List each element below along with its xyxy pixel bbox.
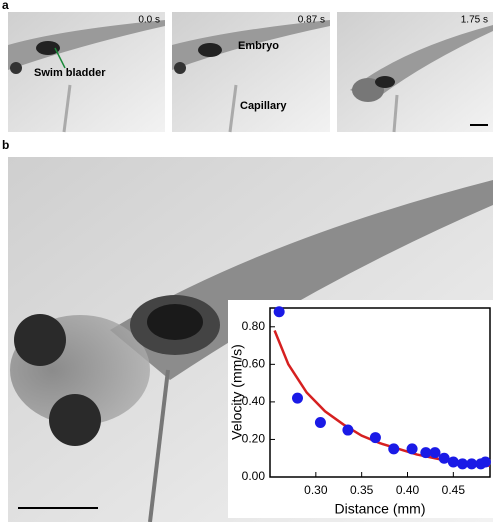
panel-label: a [2,0,9,12]
data-point [314,417,326,429]
data-point [292,392,303,404]
annotation: Capillary [240,100,287,112]
annotation: Embryo [238,40,279,52]
data-point [429,447,441,459]
y-axis-label: Velocity (mm/s) [229,344,245,440]
data-point [342,424,354,436]
y-tick-label: 0.40 [242,394,266,408]
data-point [457,458,468,470]
x-tick-label: 0.40 [396,483,420,497]
time-label: 0.87 s [298,15,325,26]
frame [172,12,330,133]
data-point [466,458,478,470]
panel-label: b [2,138,9,152]
data-point [447,456,459,468]
x-tick-label: 0.35 [350,483,374,497]
data-point [273,306,285,318]
x-tick-label: 0.30 [304,483,328,497]
data-point [438,452,450,464]
inset-background [228,300,493,518]
y-tick-label: 0.20 [242,432,266,446]
data-point [479,456,491,468]
time-label: 0.0 s [138,15,160,26]
frame [8,12,165,133]
data-point [369,432,381,444]
data-point [406,443,418,455]
x-axis-label: Distance (mm) [334,501,425,517]
annotation: Swim bladder [34,67,106,79]
plot-frame [269,307,491,478]
data-point [420,447,432,459]
y-tick-label: 0.80 [242,319,266,333]
y-tick-label: 0.00 [242,469,266,483]
x-tick-label: 0.45 [442,483,466,497]
y-tick-label: 0.60 [242,357,266,371]
time-label: 1.75 s [461,15,488,26]
frame [337,12,493,133]
data-point [388,443,400,455]
